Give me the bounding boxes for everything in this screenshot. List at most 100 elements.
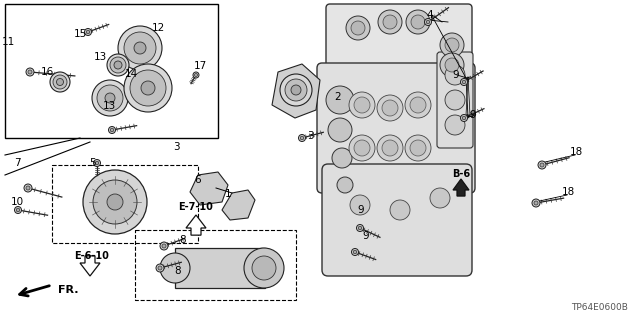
- Circle shape: [285, 79, 307, 101]
- Circle shape: [50, 72, 70, 92]
- Circle shape: [349, 92, 375, 118]
- Circle shape: [426, 20, 429, 24]
- Circle shape: [107, 54, 129, 76]
- Circle shape: [124, 64, 172, 112]
- Circle shape: [28, 70, 32, 74]
- Text: 8: 8: [180, 235, 186, 245]
- Circle shape: [390, 200, 410, 220]
- Circle shape: [440, 33, 464, 57]
- Circle shape: [93, 180, 137, 224]
- Text: 13: 13: [102, 101, 116, 111]
- Circle shape: [16, 208, 20, 212]
- Circle shape: [410, 140, 426, 156]
- Text: TP64E0600B: TP64E0600B: [571, 303, 628, 312]
- Circle shape: [445, 115, 465, 135]
- FancyBboxPatch shape: [322, 164, 472, 276]
- Polygon shape: [190, 172, 228, 205]
- Circle shape: [538, 161, 546, 169]
- Circle shape: [462, 80, 466, 84]
- Circle shape: [382, 100, 398, 116]
- Circle shape: [424, 19, 431, 26]
- Circle shape: [107, 194, 123, 210]
- Circle shape: [445, 38, 459, 52]
- Text: 18: 18: [561, 187, 575, 197]
- Text: 1: 1: [225, 189, 231, 199]
- FancyBboxPatch shape: [326, 4, 472, 92]
- Circle shape: [326, 86, 354, 114]
- Circle shape: [110, 57, 126, 73]
- Circle shape: [332, 148, 352, 168]
- Circle shape: [377, 95, 403, 121]
- Text: 18: 18: [570, 147, 582, 157]
- Text: 9: 9: [363, 231, 369, 241]
- Circle shape: [156, 264, 164, 272]
- Circle shape: [158, 266, 162, 270]
- Text: 14: 14: [124, 69, 138, 79]
- Circle shape: [328, 118, 352, 142]
- FancyBboxPatch shape: [317, 63, 475, 193]
- Circle shape: [462, 116, 466, 120]
- Text: 9: 9: [470, 110, 476, 120]
- Text: 13: 13: [93, 52, 107, 62]
- Text: FR.: FR.: [58, 285, 79, 295]
- Text: 9: 9: [452, 70, 460, 80]
- Circle shape: [24, 184, 32, 192]
- Text: 10: 10: [10, 197, 24, 207]
- Circle shape: [377, 135, 403, 161]
- Polygon shape: [186, 215, 206, 235]
- Text: 7: 7: [13, 158, 20, 168]
- Circle shape: [445, 65, 465, 85]
- Text: 16: 16: [40, 67, 54, 77]
- Circle shape: [195, 73, 198, 77]
- Text: E-7-10: E-7-10: [179, 202, 213, 212]
- Circle shape: [430, 188, 450, 208]
- Polygon shape: [453, 179, 469, 196]
- Circle shape: [337, 177, 353, 193]
- Polygon shape: [272, 64, 320, 118]
- Circle shape: [134, 42, 146, 54]
- Circle shape: [351, 249, 358, 256]
- Circle shape: [358, 226, 362, 230]
- Text: 12: 12: [152, 23, 164, 33]
- Bar: [135, 230, 296, 300]
- Circle shape: [405, 92, 431, 118]
- Circle shape: [405, 135, 431, 161]
- Circle shape: [540, 163, 544, 167]
- Text: 8: 8: [175, 266, 181, 276]
- Circle shape: [105, 93, 115, 103]
- Text: 9: 9: [358, 205, 364, 215]
- Circle shape: [93, 160, 100, 167]
- Circle shape: [160, 242, 168, 250]
- Circle shape: [97, 85, 123, 111]
- Circle shape: [351, 21, 365, 35]
- FancyBboxPatch shape: [437, 52, 473, 148]
- Circle shape: [298, 135, 305, 142]
- Circle shape: [92, 80, 128, 116]
- Circle shape: [56, 78, 63, 85]
- Circle shape: [193, 72, 199, 78]
- Circle shape: [378, 10, 402, 34]
- Circle shape: [461, 115, 467, 122]
- Circle shape: [252, 256, 276, 280]
- Circle shape: [26, 186, 30, 190]
- Circle shape: [354, 140, 370, 156]
- Polygon shape: [222, 190, 255, 220]
- Circle shape: [53, 75, 67, 89]
- Circle shape: [346, 16, 370, 40]
- Circle shape: [141, 81, 155, 95]
- Text: 15: 15: [74, 29, 86, 39]
- Text: 5: 5: [90, 158, 96, 168]
- Text: 4: 4: [427, 10, 433, 20]
- Text: B-6: B-6: [452, 169, 470, 179]
- Circle shape: [532, 199, 540, 207]
- Circle shape: [110, 128, 114, 132]
- Circle shape: [83, 170, 147, 234]
- Circle shape: [440, 53, 464, 77]
- Circle shape: [84, 28, 92, 35]
- Circle shape: [291, 85, 301, 95]
- Circle shape: [26, 68, 34, 76]
- Text: 3: 3: [307, 131, 314, 141]
- Circle shape: [15, 206, 22, 213]
- Circle shape: [354, 97, 370, 113]
- Circle shape: [86, 30, 90, 34]
